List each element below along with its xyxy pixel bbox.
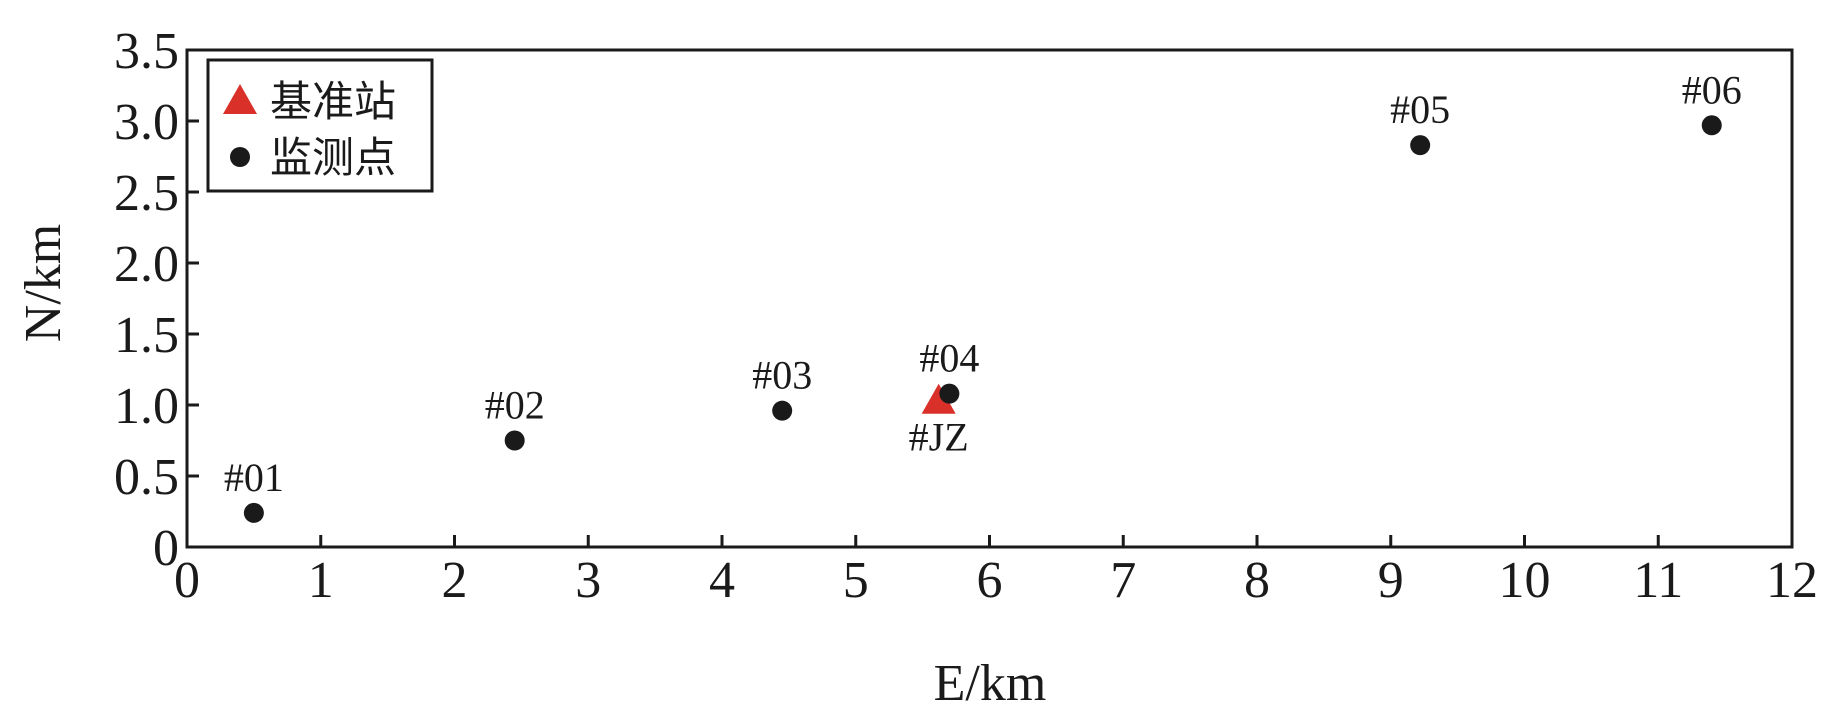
legend-label: 监测点 (270, 136, 396, 182)
point (1701, 115, 1722, 136)
legend-box (206, 58, 434, 193)
x-tick-label: 9 (1378, 552, 1404, 609)
point-label: #05 (1390, 87, 1450, 132)
point-label: #04 (919, 336, 979, 381)
y-tick-label: 0.5 (114, 449, 179, 506)
point-label: #01 (224, 455, 284, 500)
x-tick-label: 2 (442, 552, 468, 609)
y-tick-label: 2.0 (114, 236, 179, 293)
y-tick-label: 3.5 (114, 23, 179, 80)
x-tick-label: 11 (1633, 552, 1683, 609)
y-tick-label: 3.0 (114, 94, 179, 151)
point (921, 383, 956, 414)
point-label: #03 (752, 353, 812, 398)
legend-marker (230, 147, 250, 167)
x-tick-label: 6 (977, 552, 1003, 609)
x-tick-label: 1 (308, 552, 334, 609)
x-tick-label: 5 (843, 552, 869, 609)
point (772, 400, 793, 421)
y-tick-label: 1.5 (114, 307, 179, 364)
x-tick-label: 10 (1499, 552, 1551, 609)
point-label: #02 (485, 383, 545, 428)
point-label: #06 (1682, 67, 1742, 112)
point (504, 430, 525, 451)
point (939, 383, 960, 404)
x-axis-label: E/km (934, 655, 1047, 709)
point-label: #JZ (909, 415, 969, 460)
legend-label: 基准站 (270, 80, 396, 126)
y-tick-label: 2.5 (114, 165, 179, 222)
x-tick-label: 7 (1110, 552, 1136, 609)
x-tick-label: 8 (1244, 552, 1270, 609)
x-tick-label: 0 (174, 552, 200, 609)
x-tick-label: 12 (1766, 552, 1818, 609)
y-tick-label: 1.0 (114, 378, 179, 435)
point (243, 502, 264, 523)
y-tick-label: 0 (153, 520, 179, 577)
y-axis-label: N/km (15, 224, 72, 342)
point (1410, 135, 1431, 156)
legend-marker (223, 84, 257, 114)
x-tick-label: 4 (709, 552, 735, 609)
x-tick-label: 3 (575, 552, 601, 609)
